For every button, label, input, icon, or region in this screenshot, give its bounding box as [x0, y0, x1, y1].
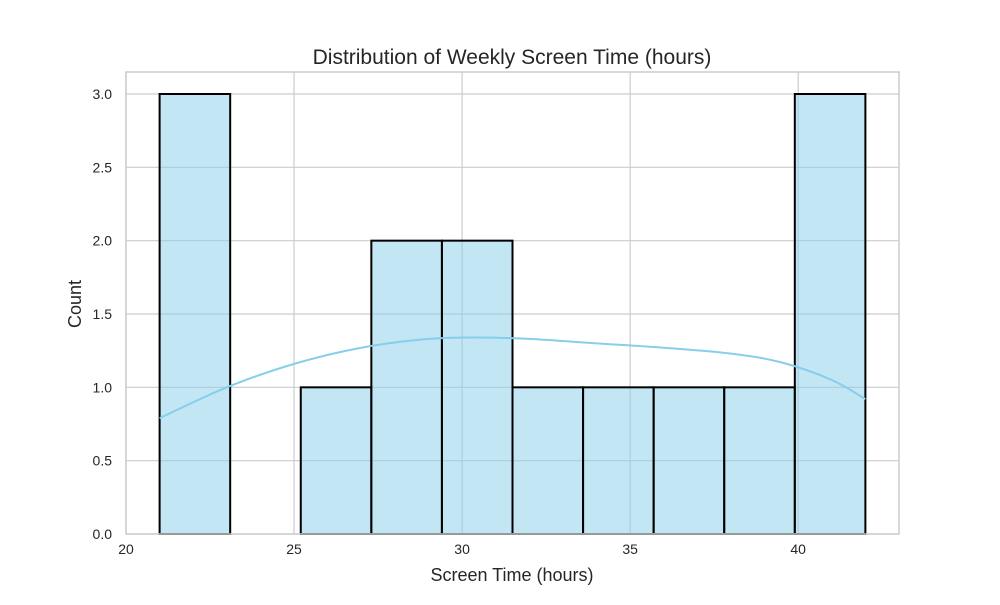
y-tick-label: 0.5 — [93, 453, 113, 469]
histogram-bars — [158, 93, 867, 536]
y-tick-labels: 0.0 0.5 1.0 1.5 2.0 2.5 3.0 — [93, 86, 113, 542]
y-tick-label: 2.5 — [93, 159, 113, 175]
x-tick-label: 20 — [118, 541, 134, 557]
x-tick-labels: 20 25 30 35 40 — [118, 541, 806, 557]
kde-line — [159, 336, 866, 420]
histogram-bar — [440, 239, 514, 536]
axes-spines — [125, 71, 900, 535]
y-tick-label: 1.5 — [93, 306, 113, 322]
histogram-bar — [793, 93, 867, 535]
histogram-bar — [158, 93, 232, 535]
histogram-bar — [370, 239, 443, 536]
plot-frame — [125, 71, 900, 535]
y-tick-label: 1.0 — [93, 379, 113, 395]
x-tick-label: 25 — [286, 541, 302, 557]
histogram-bar — [652, 386, 726, 536]
x-tick-label: 30 — [454, 541, 470, 557]
x-axis-title: Screen Time (hours) — [430, 565, 593, 585]
kde-curve-group — [159, 336, 866, 420]
histogram-bar — [723, 386, 796, 536]
histogram-bar — [299, 386, 373, 536]
y-tick-label: 2.0 — [93, 233, 113, 249]
x-tick-label: 35 — [622, 541, 638, 557]
chart-title: Distribution of Weekly Screen Time (hour… — [313, 46, 712, 69]
x-tick-label: 40 — [790, 541, 806, 557]
histogram-bar — [511, 386, 585, 536]
y-axis-title: Count — [65, 280, 85, 328]
histogram-bar — [582, 386, 655, 536]
y-tick-label: 0.0 — [93, 526, 113, 542]
y-tick-label: 3.0 — [93, 86, 113, 102]
